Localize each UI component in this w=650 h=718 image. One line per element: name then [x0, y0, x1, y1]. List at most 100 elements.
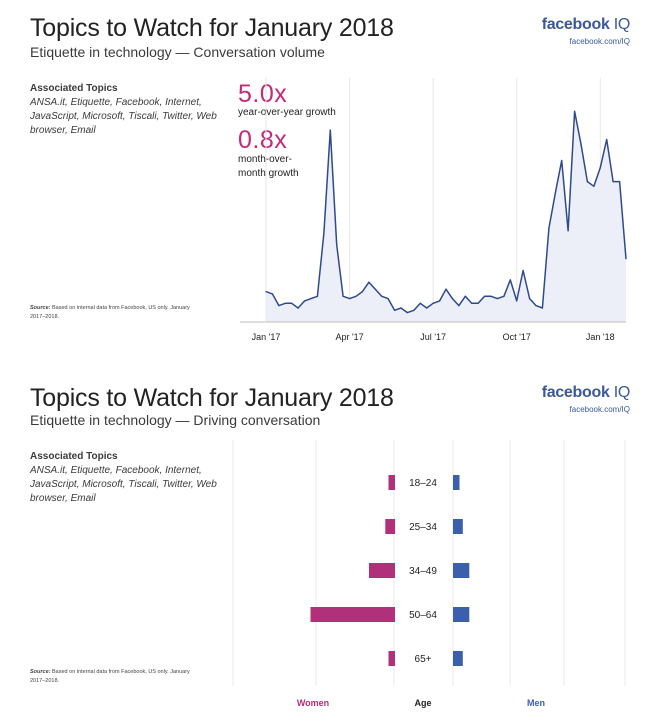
- volume-area: [266, 111, 626, 323]
- associated-topics: Associated Topics ANSA.it, Etiquette, Fa…: [30, 82, 220, 138]
- conversation-volume-panel: Topics to Watch for January 2018 Etiquet…: [30, 14, 631, 342]
- data-point: [374, 288, 376, 290]
- brand-url: facebook.com/IQ: [569, 37, 630, 46]
- data-point: [400, 307, 402, 309]
- data-point: [413, 309, 415, 311]
- brand-suffix-2: IQ: [613, 384, 631, 401]
- data-point: [477, 302, 479, 304]
- brand-name-2: facebook: [541, 384, 610, 401]
- data-point: [297, 307, 299, 309]
- data-point: [606, 138, 608, 141]
- women-bar-65+: [388, 651, 395, 666]
- data-point: [406, 312, 408, 314]
- mom-growth-value: 0.8x: [238, 126, 288, 154]
- brand-suffix: IQ: [613, 16, 631, 33]
- source-note-2: Source: Based on internal data from Face…: [30, 668, 200, 686]
- data-point: [567, 230, 569, 232]
- yoy-growth-label: year-over-year growth: [238, 107, 336, 118]
- data-point: [490, 295, 492, 297]
- age-category-label: 65+: [415, 654, 432, 665]
- age-category-label: 34–49: [409, 566, 437, 577]
- data-point: [503, 295, 505, 297]
- data-point: [458, 305, 460, 307]
- data-point: [445, 288, 447, 290]
- page-title: Topics to Watch for January 2018: [30, 14, 394, 42]
- page-title-2: Topics to Watch for January 2018: [30, 384, 394, 412]
- women-bar-50–64: [310, 607, 395, 622]
- age-category-label: 50–64: [409, 610, 437, 621]
- data-point: [355, 295, 357, 297]
- data-point: [336, 244, 338, 246]
- data-point: [599, 167, 601, 169]
- page-subtitle: Etiquette in technology — Conversation v…: [30, 44, 325, 60]
- source-text-2: Based on internal data from Facebook, US…: [30, 669, 190, 684]
- data-point: [271, 293, 273, 295]
- legend-women: Women: [297, 698, 329, 708]
- data-point: [310, 298, 312, 300]
- data-point: [548, 227, 550, 229]
- data-point: [586, 181, 589, 183]
- data-point: [265, 291, 267, 293]
- source-text: Based on internal data from Facebook, US…: [30, 305, 190, 320]
- data-point: [580, 143, 582, 145]
- driving-conversation-panel: Topics to Watch for January 2018 Etiquet…: [0, 368, 650, 718]
- volume-line-chart: Jan '17 Apr '17 Jul '17 Oct '17 Jan '18: [240, 78, 627, 342]
- associated-topics-title: Associated Topics: [30, 83, 118, 94]
- men-bar-34–49: [453, 563, 470, 578]
- data-point: [522, 269, 524, 272]
- data-point: [342, 295, 344, 297]
- mom-growth-label: month-over-month growth: [238, 154, 299, 179]
- data-point: [394, 309, 396, 311]
- associated-topics-list: ANSA.it, Etiquette, Facebook, Internet, …: [30, 97, 217, 136]
- x-tick-label: Oct '17: [503, 332, 531, 342]
- data-point: [529, 298, 531, 300]
- associated-topics-list-2: ANSA.it, Etiquette, Facebook, Internet, …: [30, 465, 217, 504]
- data-point: [509, 279, 511, 281]
- data-point: [471, 302, 473, 304]
- data-point: [625, 258, 627, 260]
- associated-topics-title-2: Associated Topics: [30, 451, 118, 462]
- x-tick-label: Jan '18: [586, 332, 615, 342]
- data-point: [304, 300, 306, 302]
- legend-men: Men: [527, 698, 545, 708]
- men-bar-18–24: [453, 475, 460, 490]
- brand-url-2: facebook.com/IQ: [569, 405, 630, 414]
- data-point: [329, 129, 331, 131]
- age-category-label: 18–24: [409, 478, 437, 489]
- data-point: [496, 298, 498, 300]
- data-point: [439, 300, 441, 302]
- source-note: Source: Based on internal data from Face…: [30, 304, 200, 322]
- demographic-bar-chart: 18–24 25–34 34–49 50–64 65+ Women Age Men: [232, 440, 626, 708]
- data-point: [316, 295, 318, 297]
- data-point: [368, 281, 370, 283]
- brand-name: facebook: [541, 16, 610, 33]
- data-point: [554, 192, 556, 194]
- page-subtitle-2: Etiquette in technology — Driving conver…: [30, 412, 321, 428]
- data-point: [619, 181, 621, 183]
- data-point: [541, 307, 544, 309]
- data-point: [419, 302, 421, 304]
- data-point: [535, 305, 537, 307]
- facebook-iq-logo-2: facebook IQ facebook.com/IQ: [541, 384, 631, 414]
- data-point: [426, 307, 428, 309]
- data-point: [284, 302, 286, 304]
- women-bar-34–49: [369, 563, 395, 578]
- data-point: [432, 302, 434, 304]
- source-label: Source:: [30, 305, 51, 311]
- data-point: [387, 298, 389, 300]
- x-tick-label: Jul '17: [420, 332, 446, 342]
- data-point: [361, 291, 363, 293]
- age-category-label: 25–34: [409, 522, 437, 533]
- data-point: [612, 181, 614, 183]
- source-label-2: Source:: [30, 669, 51, 675]
- data-point: [574, 110, 576, 112]
- x-tick-label: Apr '17: [335, 332, 363, 342]
- data-point: [561, 159, 563, 162]
- women-bar-18–24: [388, 475, 395, 490]
- axis-label-age: Age: [414, 698, 431, 708]
- men-bar-50–64: [453, 607, 470, 622]
- data-point: [516, 300, 518, 302]
- men-bar-25–34: [453, 519, 463, 534]
- associated-topics-2: Associated Topics ANSA.it, Etiquette, Fa…: [30, 450, 220, 506]
- data-point: [593, 185, 595, 187]
